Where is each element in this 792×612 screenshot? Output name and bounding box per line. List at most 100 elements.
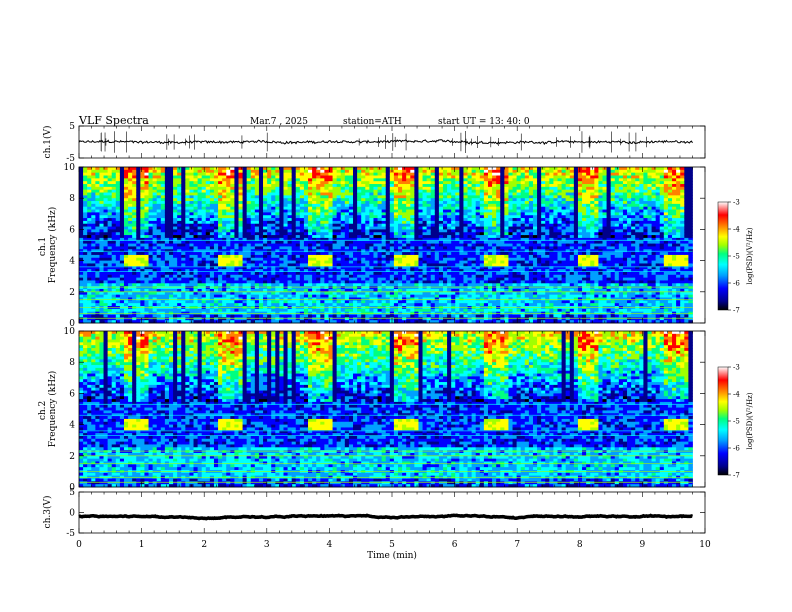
ch1-spectrogram-cell: [214, 173, 218, 176]
ch1-spectrogram-cell: [198, 167, 202, 170]
ch1-spectrogram-cell: [99, 275, 103, 278]
ch1-spectrogram-cell: [194, 241, 198, 244]
ch1-spectrogram-cell: [210, 272, 214, 275]
ch1-spectrogram-cell: [124, 193, 128, 196]
ch1-spectrogram-cell: [124, 246, 128, 249]
ch1-spectrogram-cell: [210, 261, 214, 264]
ch1-spectrogram-cell: [140, 167, 144, 170]
ch1-spectrogram-cell: [87, 300, 91, 303]
ch1-spectrogram-cell: [218, 229, 222, 232]
ch1-spectrogram-cell: [222, 263, 226, 266]
ch1-spectrogram-cell: [108, 210, 112, 213]
ch1-spectrogram-cell: [194, 167, 198, 170]
ch1-spectrogram-cell: [120, 232, 124, 235]
ch1-spectrogram-cell: [79, 263, 83, 266]
ch1-spectrogram-cell: [210, 295, 214, 298]
ch1-spectrogram-cell: [136, 314, 140, 317]
ch1-spectrogram-cell: [210, 229, 214, 232]
ch1-spectrogram-cell: [230, 227, 234, 230]
ch1-spectrogram-cell: [91, 303, 95, 306]
ch1-spectrogram-cell: [124, 229, 128, 232]
ch1-spectrogram-cell: [202, 280, 206, 283]
ch1-spectrogram-cell: [136, 221, 140, 224]
ch1-spectrogram-cell: [210, 218, 214, 221]
ch1-spectrogram-cell: [116, 181, 120, 184]
ch1-spectrogram-cell: [230, 261, 234, 264]
ch1-spectrogram-cell: [230, 181, 234, 184]
ch1-spectrogram-cell: [136, 195, 140, 198]
ch1-spectrogram-cell: [104, 215, 108, 218]
ch1-spectrogram-cell: [226, 210, 230, 213]
ch1-spectrogram-cell: [132, 221, 136, 224]
ch1-spectrogram-cell: [108, 235, 112, 238]
ch1-spectrogram-cell: [124, 280, 128, 283]
ch1-spectrogram-cell: [214, 309, 218, 312]
ch1-spectrogram-cell: [161, 201, 165, 204]
ch1-spectrogram-cell: [149, 235, 153, 238]
ch1-spectrogram-cell: [140, 224, 144, 227]
ch1-spectrogram-cell: [95, 297, 99, 300]
ch1-spectrogram-cell: [202, 173, 206, 176]
ch1-spectrogram-cell: [230, 297, 234, 300]
ch1-spectrogram-cell: [132, 275, 136, 278]
ch1-spectrogram-cell: [149, 201, 153, 204]
ch1-spectrogram-cell: [144, 218, 148, 221]
ch1-spectrogram-cell: [181, 295, 185, 298]
ch1-spectrogram-cell: [153, 252, 157, 255]
ch1-spectrogram-cell: [157, 241, 161, 244]
ch1-spectrogram-cell: [181, 181, 185, 184]
ch1-spectrogram-cell: [161, 198, 165, 201]
ch1-spectrogram-cell: [140, 227, 144, 230]
ch1-spectrogram-cell: [226, 232, 230, 235]
ch1-spectrogram-cell: [140, 207, 144, 210]
ch1-spectrogram-cell: [140, 297, 144, 300]
ch1-spectrogram-cell: [222, 176, 226, 179]
ch1-spectrogram-cell: [153, 241, 157, 244]
ch1-spectrogram-cell: [83, 212, 87, 215]
ch1-spectrogram-cell: [99, 224, 103, 227]
ch1-spectrogram-cell: [149, 229, 153, 232]
ch1-spectrogram-cell: [83, 275, 87, 278]
ch1-spectrogram-cell: [149, 300, 153, 303]
ch1-spectrogram-cell: [165, 232, 169, 235]
ch1-spectrogram-cell: [95, 255, 99, 258]
ch1-spectrogram-cell: [99, 303, 103, 306]
ch1-spectrogram-cell: [112, 314, 116, 317]
ch1-spectrogram-cell: [149, 292, 153, 295]
ch1-spectrogram-cell: [194, 244, 198, 247]
ch1-spectrogram-cell: [177, 235, 181, 238]
vlf-spectra-figure: VLF Spectra Mar.7 , 2025 station=ATH sta…: [0, 0, 792, 612]
ch1-spectrogram-cell: [169, 272, 173, 275]
ch1-spectrogram-cell: [214, 263, 218, 266]
ch1-spectrogram-cell: [226, 207, 230, 210]
ch1-spectrogram-cell: [83, 283, 87, 286]
ch1-spectrogram-cell: [112, 215, 116, 218]
ch1-spectrogram-cell: [230, 195, 234, 198]
ch1-spectrogram-cell: [198, 255, 202, 258]
ch1-spectrogram-cell: [144, 309, 148, 312]
ch1-spectrogram-cell: [124, 263, 128, 266]
ch1-spectrogram-cell: [108, 178, 112, 181]
ch1-spectrogram-cell: [234, 187, 238, 190]
ch1-spectrogram-cell: [108, 224, 112, 227]
ch1-spectrogram-cell: [177, 181, 181, 184]
ch1-spectrogram-cell: [149, 275, 153, 278]
ch1-spectrogram-cell: [136, 170, 140, 173]
ch1-spectrogram-cell: [83, 204, 87, 207]
ch1-spectrogram-cell: [161, 218, 165, 221]
ch1-spectrogram-cell: [99, 297, 103, 300]
ch1-spectrogram-cell: [108, 190, 112, 193]
ch1-spectrogram-cell: [206, 204, 210, 207]
ch1-spectrogram-cell: [222, 207, 226, 210]
ch1-spectrogram-cell: [189, 272, 193, 275]
ch1-spectrogram-cell: [87, 309, 91, 312]
ch1-spectrogram-cell: [169, 224, 173, 227]
ch1-spectrogram-cell: [136, 280, 140, 283]
ch1-spectrogram-cell: [116, 224, 120, 227]
ch1-spectrogram-cell: [226, 300, 230, 303]
ch1-spectrogram-cell: [214, 317, 218, 320]
ch1-spectrogram-cell: [153, 167, 157, 170]
ch1-spectrogram-cell: [108, 314, 112, 317]
ch1-spectrogram-cell: [157, 255, 161, 258]
ch1-spectrogram-cell: [95, 187, 99, 190]
